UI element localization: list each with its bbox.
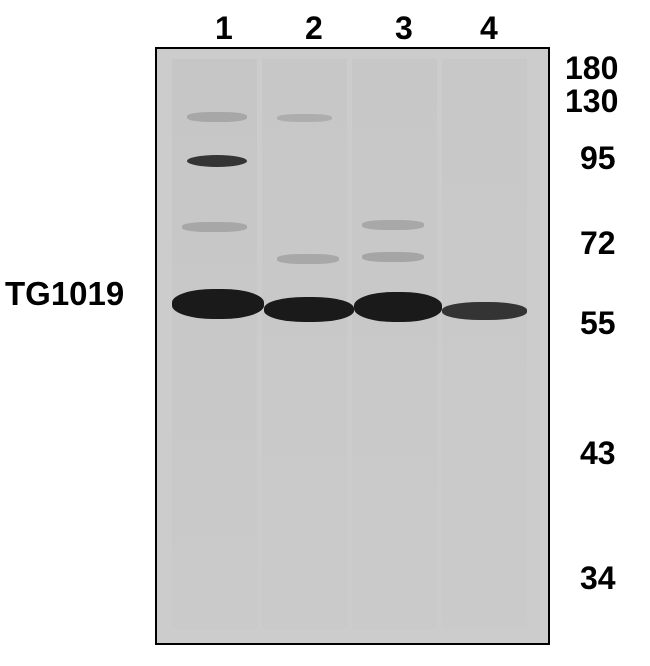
mw-label-34: 34 bbox=[580, 560, 616, 597]
lane-4-smear bbox=[442, 59, 527, 629]
band-lane3-main bbox=[354, 292, 442, 322]
mw-label-180: 180 bbox=[565, 50, 618, 87]
lane-label-3: 3 bbox=[395, 10, 413, 47]
band-lane4-main bbox=[442, 302, 527, 320]
band-lane2-main bbox=[264, 297, 354, 322]
lane-3-smear bbox=[352, 59, 437, 629]
mw-label-130: 130 bbox=[565, 83, 618, 120]
band-lane3-upper2 bbox=[362, 252, 424, 262]
band-lane1-upper3 bbox=[182, 222, 247, 232]
band-lane1-upper1 bbox=[187, 112, 247, 122]
lane-1-smear bbox=[172, 59, 257, 629]
band-lane2-upper1 bbox=[277, 114, 332, 122]
blot-membrane bbox=[155, 47, 550, 645]
lane-2-smear bbox=[262, 59, 347, 629]
band-lane2-upper2 bbox=[277, 254, 339, 264]
mw-label-95: 95 bbox=[580, 140, 616, 177]
lane-label-4: 4 bbox=[480, 10, 498, 47]
band-lane3-upper1 bbox=[362, 220, 424, 230]
protein-name-label: TG1019 bbox=[5, 275, 124, 313]
mw-label-55: 55 bbox=[580, 305, 616, 342]
western-blot-figure: 1 2 3 4 TG1019 180 130 95 72 55 43 34 bbox=[0, 0, 650, 666]
lane-label-1: 1 bbox=[215, 10, 233, 47]
lane-label-2: 2 bbox=[305, 10, 323, 47]
band-lane1-main bbox=[172, 289, 264, 319]
mw-label-72: 72 bbox=[580, 225, 616, 262]
mw-label-43: 43 bbox=[580, 435, 616, 472]
band-lane1-upper2 bbox=[187, 155, 247, 167]
